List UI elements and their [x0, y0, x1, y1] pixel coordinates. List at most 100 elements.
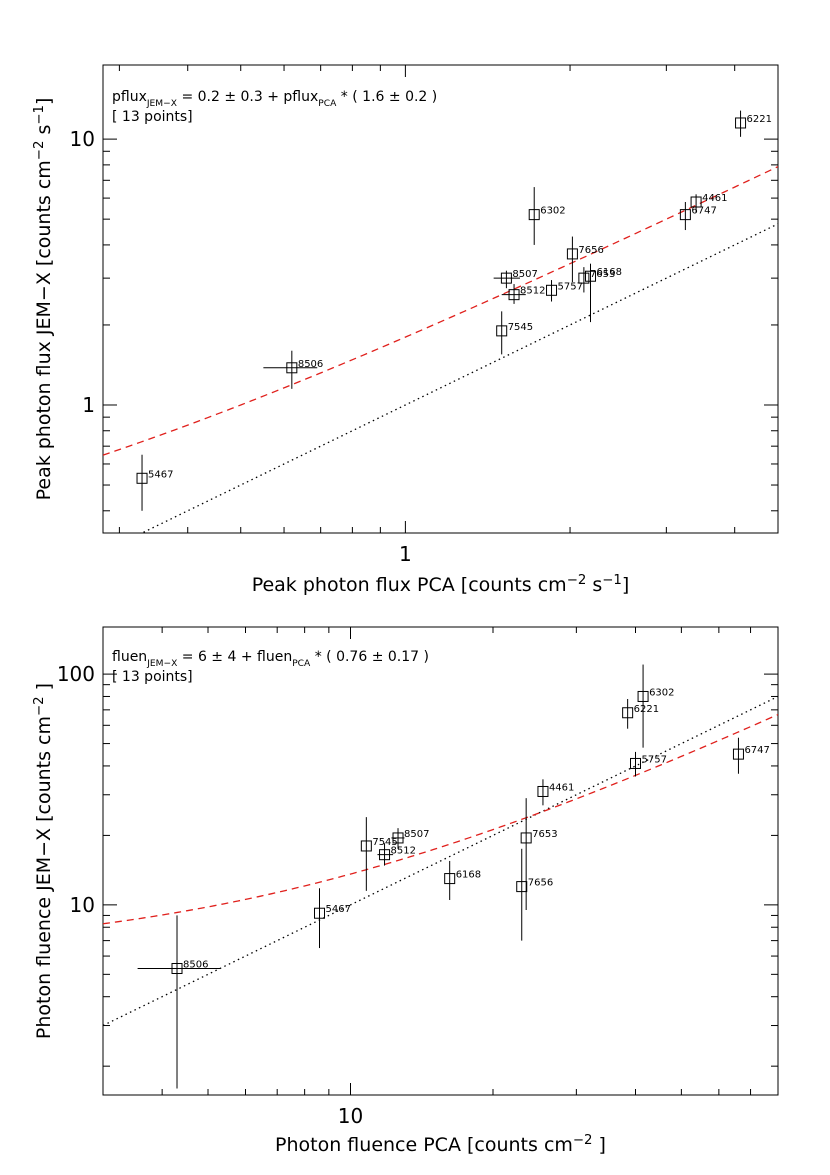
data-point-6168: 6168 — [444, 860, 481, 900]
point-marker — [520, 832, 532, 844]
point-marker — [314, 907, 326, 919]
point-label: 6302 — [540, 206, 565, 217]
data-point-5757: 5757 — [630, 751, 667, 777]
data-point-8512: 8512 — [501, 284, 545, 304]
point-label: 5757 — [558, 281, 583, 292]
data-point-6747: 6747 — [732, 737, 770, 774]
point-marker — [585, 270, 597, 282]
fit-line — [103, 166, 778, 456]
point-label: 7656 — [578, 245, 603, 256]
y-tick-label: 100 — [57, 662, 95, 686]
point-marker — [444, 873, 456, 885]
data-point-5467: 5467 — [314, 888, 351, 949]
data-point-7545: 7545 — [496, 311, 533, 355]
point-marker — [578, 272, 590, 284]
point-label: 6302 — [649, 687, 674, 698]
point-marker — [546, 284, 558, 296]
point-label: 8512 — [520, 286, 545, 297]
point-label: 4461 — [702, 193, 727, 204]
y-axis-label: Photon fluence JEM−X [counts cm−2 ] — [32, 683, 56, 1039]
data-point-5467: 5467 — [136, 454, 173, 511]
point-label: 8506 — [298, 359, 323, 370]
point-label: 7653 — [532, 829, 557, 840]
point-label: 6168 — [597, 267, 622, 278]
reference-line — [140, 223, 778, 533]
point-label: 5757 — [642, 754, 667, 765]
data-point-7545: 7545 — [360, 817, 398, 891]
plot-frame — [102, 64, 779, 534]
data-point-4461: 4461 — [537, 779, 574, 806]
point-marker — [690, 196, 702, 208]
point-label: 8507 — [404, 829, 429, 840]
data-point-4461: 4461 — [690, 193, 728, 213]
point-marker — [500, 272, 512, 284]
data-point-7656: 7656 — [516, 848, 553, 941]
data-point-6747: 6747 — [679, 202, 717, 231]
point-label: 8512 — [391, 846, 416, 857]
point-marker — [528, 209, 540, 221]
point-label: 5467 — [148, 469, 173, 480]
plot-frame — [102, 626, 779, 1096]
data-point-7656: 7656 — [566, 236, 604, 283]
point-label: 6221 — [634, 704, 659, 715]
point-label: 7656 — [528, 878, 553, 889]
point-marker — [679, 209, 691, 221]
point-label: 6221 — [747, 114, 772, 125]
data-point-6302: 6302 — [528, 187, 566, 245]
point-label: 7653 — [590, 269, 615, 280]
fit-line — [103, 713, 778, 925]
point-marker — [508, 289, 520, 301]
point-label: 7545 — [372, 837, 397, 848]
point-count: [ 13 points] — [112, 109, 193, 125]
chart-panel-2: 10 10 100 Photon fluence PCA [counts cm−2 ]… — [32, 626, 779, 1157]
x-axis-label: Peak photon flux PCA [counts cm−2 s−1] — [252, 573, 630, 597]
data-point-8507: 8507 — [391, 828, 429, 849]
chart-panel-1: 1 1 10 Peak photon flux PCA [counts cm−2 s−… — [32, 64, 779, 597]
y-tick-label: 10 — [70, 893, 95, 917]
x-axis-label: Photon fluence PCA [counts cm−2 ] — [275, 1133, 606, 1157]
data-point-7653: 7653 — [578, 267, 615, 293]
point-label: 7545 — [508, 322, 533, 333]
fit-equation: pfluxJEM−X = 0.2 ± 0.3 + pfluxPCA * ( 1.… — [112, 89, 437, 109]
point-label: 6168 — [456, 870, 481, 881]
point-marker — [637, 690, 649, 702]
point-marker — [136, 472, 148, 484]
point-marker — [286, 362, 298, 374]
point-marker — [379, 849, 391, 861]
data-point-7653: 7653 — [520, 798, 558, 911]
data-point-8506: 8506 — [263, 350, 323, 389]
x-tick-label: 10 — [338, 1104, 363, 1128]
y-axis-label: Peak photon flux JEM−X [counts cm−2 s−1] — [32, 98, 56, 501]
x-tick-label: 1 — [399, 542, 412, 566]
point-marker — [360, 840, 372, 852]
point-label: 6747 — [744, 745, 769, 756]
data-point-6168: 6168 — [585, 263, 622, 323]
point-marker — [171, 962, 183, 974]
point-label: 8507 — [512, 269, 537, 280]
fit-equation: fluenJEM−X = 6 ± 4 + fluenPCA * ( 0.76 ±… — [112, 649, 429, 669]
point-label: 8506 — [183, 959, 208, 970]
point-marker — [732, 748, 744, 760]
data-point-6221: 6221 — [622, 699, 659, 729]
point-marker — [516, 881, 528, 893]
point-marker — [537, 785, 549, 797]
point-marker — [392, 832, 404, 844]
point-label: 5467 — [326, 904, 351, 915]
point-marker — [622, 707, 634, 719]
point-marker — [566, 248, 578, 260]
data-point-6302: 6302 — [637, 664, 675, 748]
point-label: 4461 — [549, 782, 574, 793]
data-point-8512: 8512 — [377, 843, 416, 866]
data-point-5757: 5757 — [546, 280, 583, 302]
y-tick-label: 1 — [82, 393, 95, 417]
point-label: 6747 — [691, 206, 716, 217]
y-tick-label: 10 — [70, 127, 95, 151]
data-point-8506: 8506 — [137, 915, 220, 1089]
data-point-6221: 6221 — [735, 110, 772, 137]
point-marker — [735, 117, 747, 129]
point-marker — [496, 325, 508, 337]
point-marker — [630, 757, 642, 769]
reference-line — [103, 695, 778, 1027]
data-point-8507: 8507 — [493, 269, 538, 289]
